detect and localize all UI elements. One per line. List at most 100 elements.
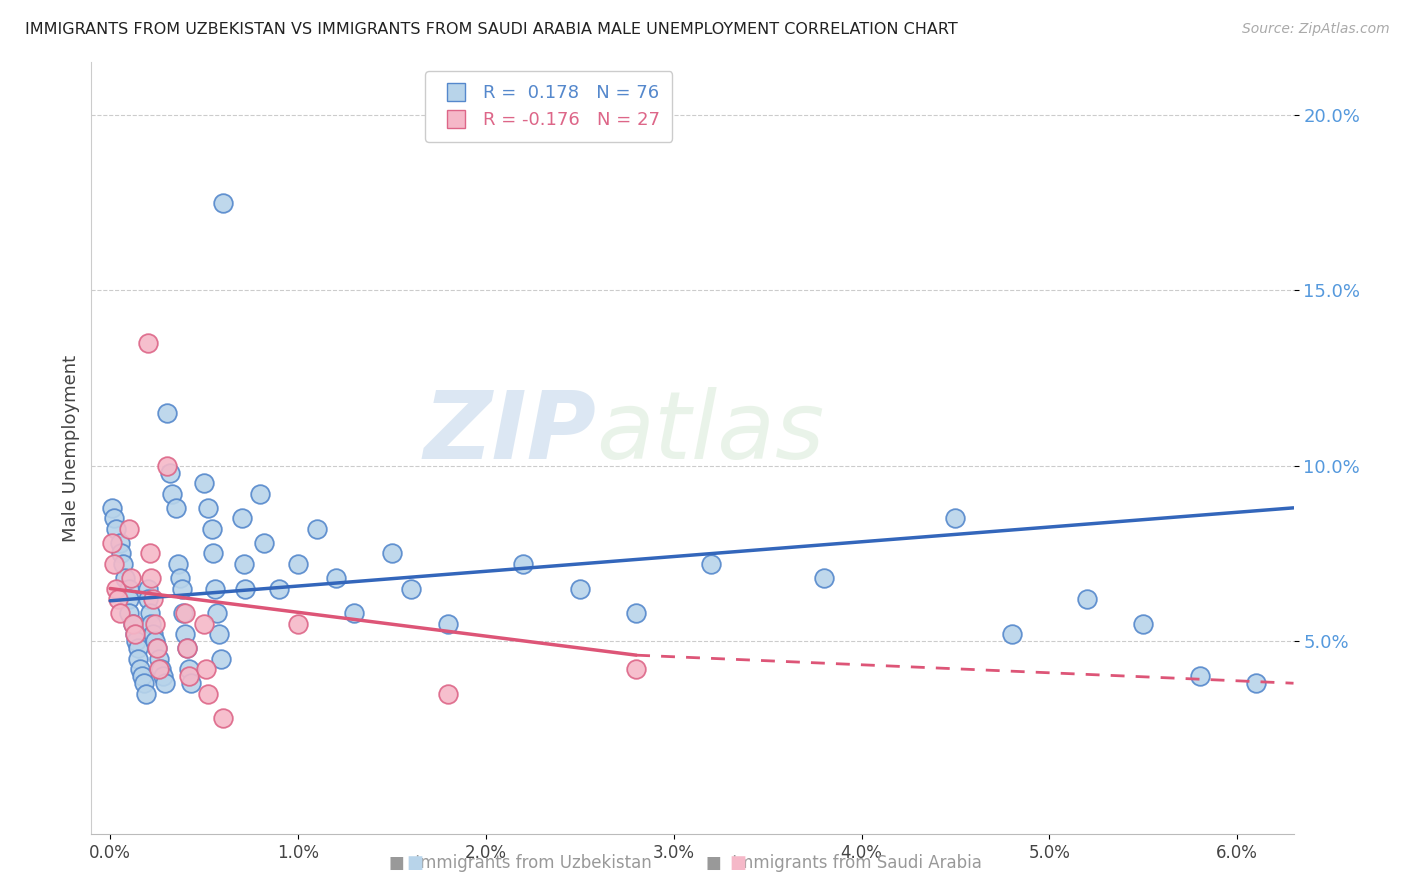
Point (381, 546, 404, 560)
Point (343, 606, 366, 620)
Point (142, 627, 165, 641)
Point (136, 336, 159, 351)
Point (194, 662, 217, 676)
Point (160, 487, 183, 501)
Point (110, 546, 132, 560)
Point (125, 634, 148, 648)
Point (108, 536, 131, 550)
Point (132, 676, 155, 690)
Point (124, 627, 146, 641)
Point (166, 557, 188, 571)
Point (159, 466, 181, 480)
Point (143, 616, 166, 631)
Point (232, 557, 254, 571)
Point (127, 641, 149, 656)
Point (146, 641, 169, 656)
Point (121, 616, 143, 631)
Point (146, 641, 169, 656)
Point (207, 606, 229, 620)
Point (148, 662, 170, 676)
Point (624, 662, 647, 676)
Point (172, 606, 194, 620)
Point (155, 406, 177, 420)
Text: ZIP: ZIP (423, 387, 596, 479)
Point (118, 582, 141, 596)
Point (104, 582, 127, 596)
Point (165, 500, 187, 515)
Point (169, 571, 191, 585)
Text: ■  Immigrants from Uzbekistan: ■ Immigrants from Uzbekistan (389, 855, 651, 872)
Point (1188, 669, 1211, 683)
Point (512, 557, 534, 571)
Point (399, 582, 422, 596)
Point (101, 500, 124, 515)
Point (202, 546, 225, 560)
Text: atlas: atlas (596, 387, 824, 478)
Text: IMMIGRANTS FROM UZBEKISTAN VS IMMIGRANTS FROM SAUDI ARABIA MALE UNEMPLOYMENT COR: IMMIGRANTS FROM UZBEKISTAN VS IMMIGRANTS… (25, 22, 957, 37)
Point (155, 458, 177, 473)
Point (325, 571, 347, 585)
Point (152, 669, 174, 683)
Point (121, 616, 143, 631)
Point (1132, 616, 1154, 631)
Point (197, 687, 219, 701)
Point (141, 616, 163, 631)
Text: ■: ■ (406, 855, 423, 872)
Point (231, 511, 253, 525)
Point (249, 487, 271, 501)
Point (131, 669, 153, 683)
Point (103, 511, 125, 525)
Point (129, 662, 152, 676)
Point (149, 662, 172, 676)
Point (269, 582, 291, 596)
Point (118, 606, 141, 620)
Point (174, 627, 197, 641)
Point (193, 616, 215, 631)
Point (208, 627, 231, 641)
Legend: R =  0.178   N = 76, R = -0.176   N = 27: R = 0.178 N = 76, R = -0.176 N = 27 (425, 71, 672, 142)
Point (177, 669, 200, 683)
Point (287, 557, 309, 571)
Point (204, 582, 226, 596)
Point (624, 606, 647, 620)
Point (101, 536, 124, 550)
Point (112, 557, 135, 571)
Point (287, 616, 309, 631)
Point (135, 687, 157, 701)
Point (1244, 676, 1267, 690)
Point (174, 606, 197, 620)
Point (253, 536, 276, 550)
Point (305, 522, 328, 536)
Text: ■  Immigrants from Saudi Arabia: ■ Immigrants from Saudi Arabia (706, 855, 981, 872)
Point (114, 571, 136, 585)
Text: Source: ZipAtlas.com: Source: ZipAtlas.com (1241, 22, 1389, 37)
Point (120, 571, 142, 585)
Point (209, 651, 232, 665)
Point (180, 676, 202, 690)
Point (568, 582, 591, 596)
Point (813, 571, 835, 585)
Point (212, 195, 235, 210)
Point (176, 641, 198, 656)
Point (170, 582, 193, 596)
Point (437, 687, 460, 701)
Point (212, 711, 235, 725)
Point (148, 651, 170, 665)
Y-axis label: Male Unemployment: Male Unemployment (62, 355, 80, 541)
Point (136, 592, 159, 607)
Point (141, 571, 163, 585)
Point (118, 522, 141, 536)
Point (104, 522, 127, 536)
Point (437, 616, 460, 631)
Point (193, 476, 215, 491)
Point (143, 634, 166, 648)
Point (103, 557, 125, 571)
Point (108, 606, 131, 620)
Point (177, 662, 200, 676)
Text: ■: ■ (730, 855, 747, 872)
Point (1001, 627, 1024, 641)
Point (127, 651, 149, 665)
Point (124, 627, 146, 641)
Point (176, 641, 198, 656)
Point (142, 592, 165, 607)
